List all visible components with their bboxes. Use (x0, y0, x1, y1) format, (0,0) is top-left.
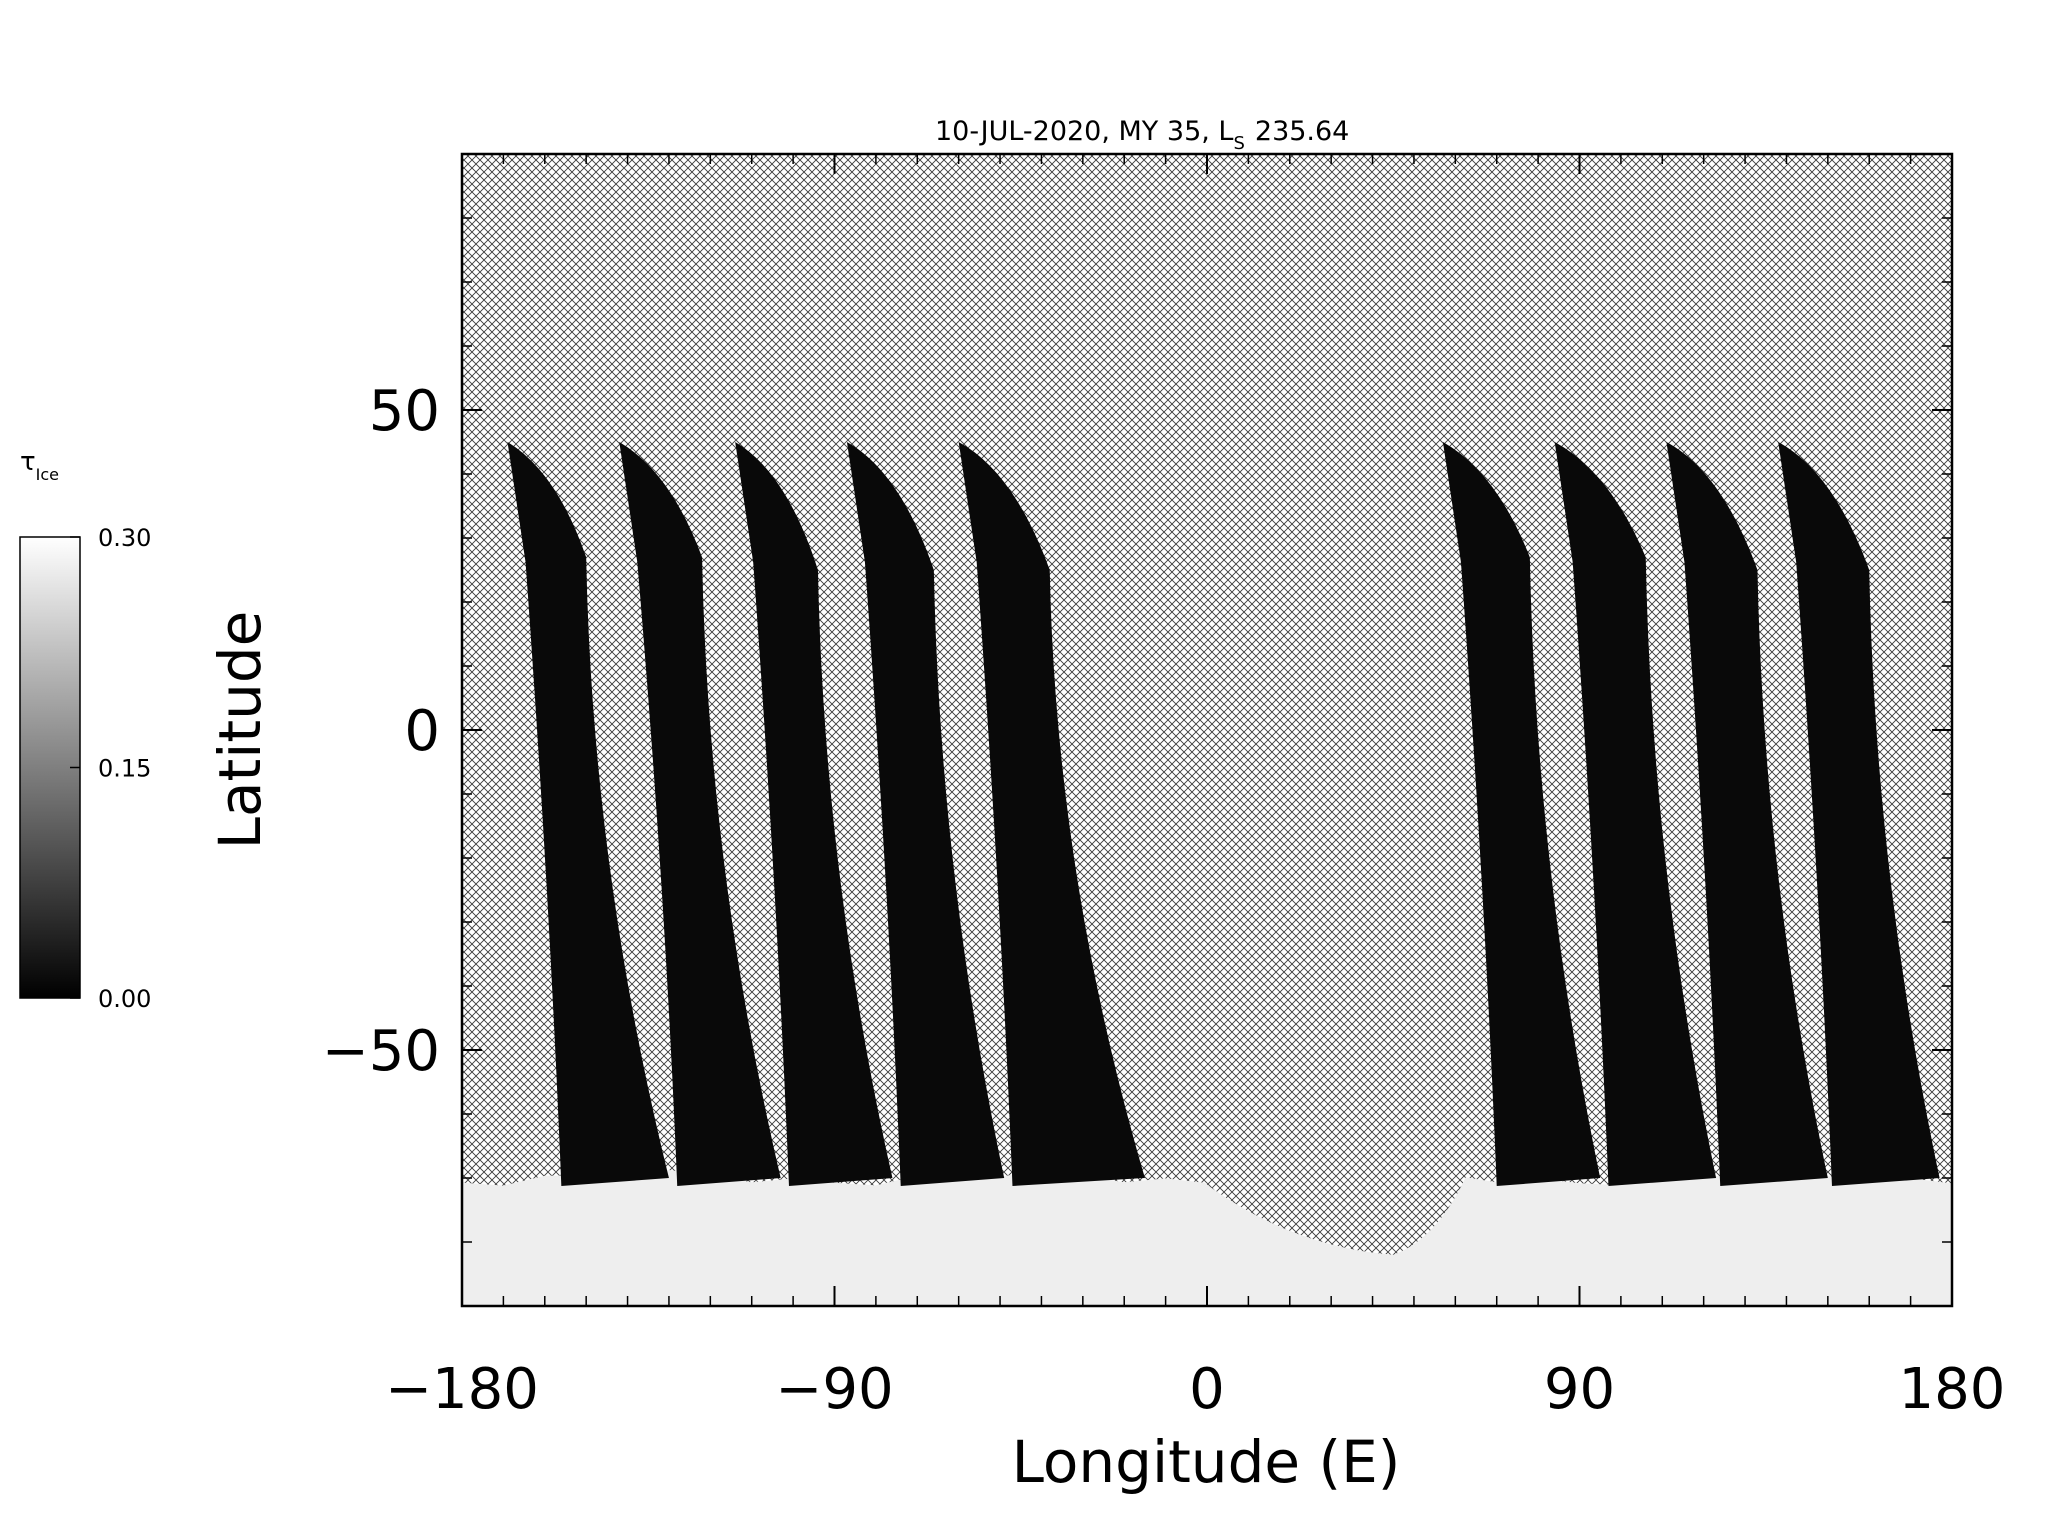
colorbar-tick-label: 0.30 (98, 524, 151, 552)
colorbar-tick-label: 0.00 (98, 985, 151, 1013)
y-tick-label: 50 (369, 379, 440, 444)
orbit-swath (507, 442, 669, 1186)
orbit-swath (1666, 442, 1828, 1186)
x-axis-label: Longitude (E) (1012, 1428, 1401, 1496)
colorbar: τIce 0.00 0.15 0.30 (19, 447, 151, 1013)
no-data-gap (1103, 1082, 1497, 1255)
title-subscript: S (1233, 133, 1244, 154)
x-tick-label: 180 (1899, 1357, 2006, 1422)
title-ls-value: 235.64 (1255, 116, 1349, 147)
orbit-swath (619, 442, 781, 1186)
orbit-swath (1554, 442, 1717, 1186)
colorbar-label-subscript: Ice (36, 465, 59, 484)
south-polar-cap (462, 1169, 1952, 1306)
x-tick-label: 90 (1544, 1357, 1615, 1422)
y-tick-label: −50 (322, 1019, 440, 1084)
colorbar-tick-label: 0.15 (98, 755, 151, 783)
orbit-swath (846, 442, 1005, 1186)
x-tick-label: −180 (385, 1357, 539, 1422)
y-axis-label: Latitude (206, 611, 274, 850)
orbit-swath (735, 442, 893, 1186)
x-tick-label: 0 (1189, 1357, 1225, 1422)
orbit-swath (1442, 442, 1601, 1186)
x-tick-label: −90 (775, 1357, 893, 1422)
y-tick-label: 0 (404, 699, 440, 764)
plot-area (462, 154, 1952, 1306)
orbit-swath (1778, 442, 1940, 1186)
colorbar-label: τIce (20, 447, 59, 484)
orbit-swath (958, 442, 1145, 1186)
chart-title: 10-JUL-2020, MY 35, LS 235.64 (935, 116, 1349, 154)
